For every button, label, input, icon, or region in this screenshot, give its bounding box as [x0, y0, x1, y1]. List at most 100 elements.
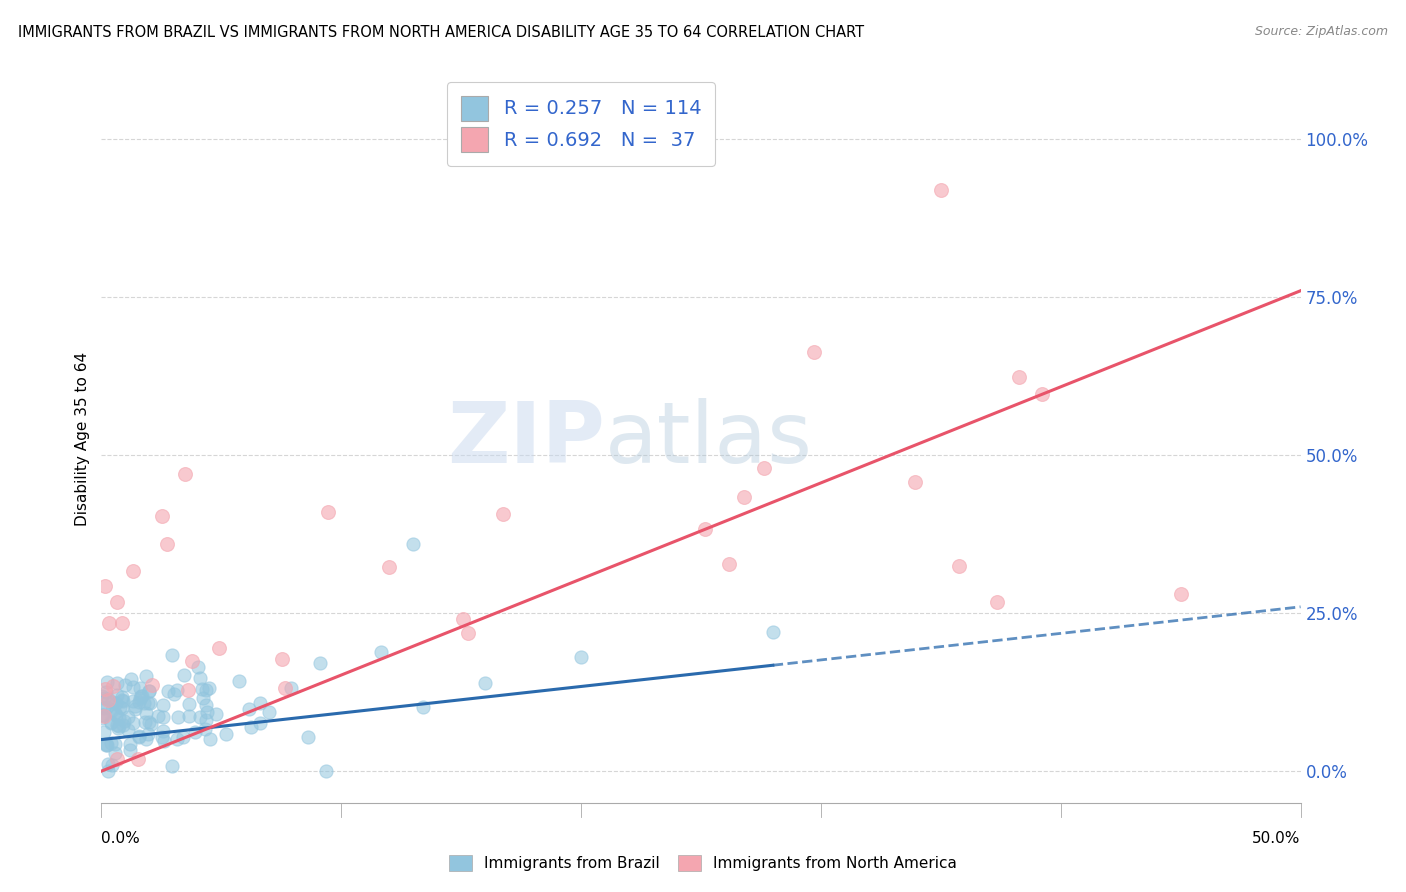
Point [187, 660, 209, 674]
Text: ZIP: ZIP [447, 398, 605, 481]
Point [101, 679, 124, 693]
Point [257, 706, 280, 720]
Point [316, 505, 339, 519]
Point [693, 522, 716, 536]
Point [378, 559, 401, 574]
Point [111, 701, 134, 715]
Point [122, 694, 145, 708]
Point [104, 746, 127, 760]
Point [948, 559, 970, 574]
Point [122, 715, 145, 730]
Point [717, 557, 740, 571]
Point [179, 697, 201, 711]
Point [191, 682, 214, 697]
Text: 0.0%: 0.0% [101, 831, 141, 846]
Point [105, 751, 128, 765]
Point [195, 705, 218, 719]
Point [93, 701, 115, 715]
Point [111, 616, 134, 631]
Point [249, 715, 271, 730]
Point [150, 730, 173, 744]
Point [179, 709, 201, 723]
Point [160, 648, 183, 662]
Point [166, 683, 188, 698]
Point [309, 656, 332, 670]
Point [240, 720, 263, 734]
Legend: Immigrants from Brazil, Immigrants from North America: Immigrants from Brazil, Immigrants from … [443, 849, 963, 877]
Text: IMMIGRANTS FROM BRAZIL VS IMMIGRANTS FROM NORTH AMERICA DISABILITY AGE 35 TO 64 : IMMIGRANTS FROM BRAZIL VS IMMIGRANTS FRO… [18, 25, 865, 40]
Point [177, 682, 200, 697]
Point [117, 723, 139, 737]
Point [104, 696, 127, 710]
Point [114, 678, 136, 692]
Point [117, 710, 139, 724]
Point [96, 699, 118, 714]
Point [457, 626, 479, 640]
Point [160, 759, 183, 773]
Point [93, 579, 115, 593]
Point [100, 715, 122, 730]
Point [120, 672, 142, 686]
Point [131, 689, 153, 703]
Point [135, 706, 157, 720]
Point [370, 645, 392, 659]
Point [132, 697, 155, 711]
Point [194, 682, 217, 697]
Point [101, 695, 124, 709]
Point [180, 654, 202, 668]
Point [97, 691, 120, 706]
Point [204, 706, 226, 721]
Point [118, 737, 141, 751]
Legend: R = 0.257   N = 114, R = 0.692   N =  37: R = 0.257 N = 114, R = 0.692 N = 37 [447, 82, 714, 166]
Point [238, 701, 260, 715]
Point [94, 737, 117, 751]
Text: 50.0%: 50.0% [1253, 831, 1301, 846]
Point [208, 641, 231, 656]
Point [93, 709, 115, 723]
Point [929, 183, 952, 197]
Point [138, 714, 160, 729]
Point [163, 687, 186, 701]
Point [118, 743, 141, 757]
Point [451, 612, 474, 626]
Point [228, 674, 250, 689]
Point [107, 721, 129, 735]
Point [128, 696, 150, 710]
Point [138, 684, 160, 698]
Point [96, 685, 118, 699]
Point [986, 595, 1008, 609]
Text: Source: ZipAtlas.com: Source: ZipAtlas.com [1254, 25, 1388, 38]
Point [122, 565, 145, 579]
Point [1170, 587, 1192, 601]
Point [104, 706, 127, 720]
Point [184, 724, 207, 739]
Point [152, 724, 174, 739]
Point [111, 690, 134, 704]
Point [128, 690, 150, 705]
Point [249, 697, 271, 711]
Point [754, 461, 776, 475]
Point [402, 536, 425, 550]
Point [129, 681, 152, 695]
Point [105, 718, 128, 732]
Point [93, 725, 115, 739]
Point [198, 732, 221, 747]
Point [136, 726, 159, 740]
Point [128, 729, 150, 743]
Point [93, 690, 115, 705]
Point [198, 681, 221, 696]
Point [105, 708, 128, 723]
Point [94, 738, 117, 752]
Point [152, 508, 174, 523]
Y-axis label: Disability Age 35 to 64: Disability Age 35 to 64 [75, 352, 90, 526]
Point [135, 669, 157, 683]
Point [156, 537, 179, 551]
Point [127, 751, 149, 765]
Point [107, 719, 129, 733]
Text: atlas: atlas [605, 398, 813, 481]
Point [135, 732, 157, 747]
Point [96, 738, 118, 752]
Point [474, 675, 496, 690]
Point [569, 650, 592, 665]
Point [105, 676, 128, 690]
